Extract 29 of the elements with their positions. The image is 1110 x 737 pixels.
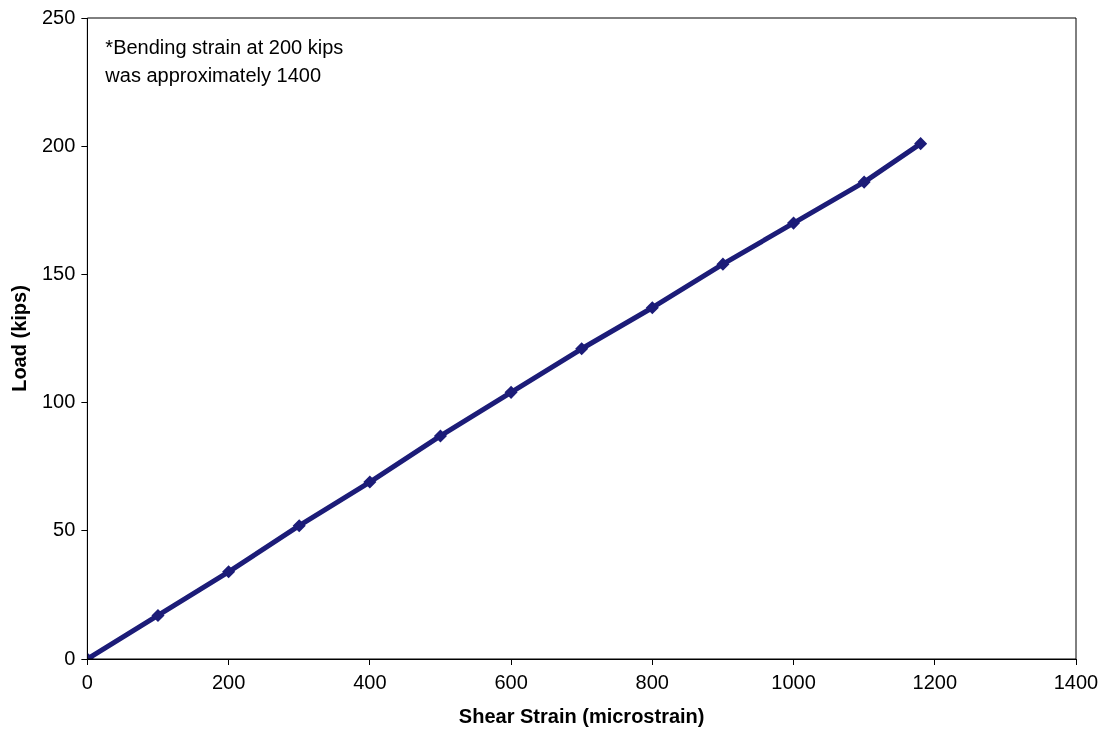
x-tick-label: 800 [635,670,669,693]
point [505,386,517,398]
y-axis-title: Load (kips) [7,285,30,392]
y-tick-label: 150 [41,261,76,284]
x-axis-title: Shear Strain (microstrain) [458,704,705,727]
y-tick-label: 100 [41,390,76,413]
point [152,609,164,621]
x-tick-label: 1400 [1053,670,1099,693]
y-tick-label: 50 [53,518,76,541]
point [915,138,927,150]
point [576,343,588,355]
x-tick-label: 1200 [912,670,958,693]
y-tick-label: 0 [64,646,76,669]
point [788,217,800,229]
y-tick-label: 250 [41,5,76,28]
annotation: *Bending strain at 200 kips was approximately 1400 [104,35,344,86]
point [223,566,235,578]
x-tick-label: 600 [494,670,528,693]
x-tick-label: 1000 [771,670,816,693]
point [293,520,305,532]
point [364,476,376,488]
point [434,430,446,442]
point [646,302,658,314]
x-tick-label: 400 [353,670,387,693]
y-tick-label: 200 [41,133,76,156]
point [858,176,870,188]
x-tick-label: 200 [211,670,246,693]
x-tick-label: 0 [81,670,93,693]
point [717,258,729,270]
